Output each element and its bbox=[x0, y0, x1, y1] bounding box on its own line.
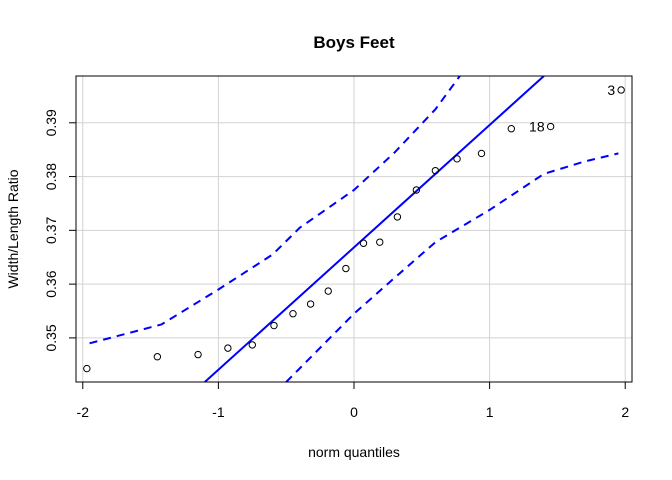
x-tick-label: -2 bbox=[77, 404, 90, 420]
data-point bbox=[342, 264, 350, 273]
x-axis-label: norm quantiles bbox=[308, 444, 400, 460]
x-tick-label: -1 bbox=[212, 404, 225, 420]
y-tick-label: 0.37 bbox=[43, 217, 59, 244]
data-point bbox=[248, 341, 256, 349]
upper-confidence-envelope bbox=[89, 76, 461, 345]
data-point bbox=[546, 122, 555, 131]
data-point bbox=[306, 300, 315, 308]
data-point bbox=[393, 213, 402, 221]
data-point bbox=[617, 86, 625, 94]
y-tick-label: 0.36 bbox=[43, 270, 59, 297]
data-point bbox=[507, 125, 516, 133]
data-point bbox=[359, 239, 368, 247]
chart-title: Boys Feet bbox=[313, 33, 395, 52]
data-point bbox=[324, 287, 332, 295]
reference-line bbox=[204, 76, 545, 382]
lower-confidence-envelope bbox=[285, 152, 619, 382]
data-point bbox=[153, 353, 162, 361]
x-axis: -2 -1 0 1 2 bbox=[77, 381, 629, 420]
data-points bbox=[83, 86, 625, 373]
point-label: 18 bbox=[529, 119, 545, 135]
data-point bbox=[289, 310, 297, 318]
data-point bbox=[431, 166, 440, 175]
y-tick-label: 0.35 bbox=[43, 324, 59, 351]
x-tick-label: 1 bbox=[486, 404, 494, 420]
point-label: 3 bbox=[607, 82, 615, 98]
data-point bbox=[412, 186, 421, 194]
y-tick-label: 0.38 bbox=[43, 163, 59, 190]
y-axis-label: Width/Length Ratio bbox=[5, 169, 21, 288]
x-tick-label: 2 bbox=[621, 404, 629, 420]
x-tick-label: 0 bbox=[350, 404, 358, 420]
y-tick-label: 0.39 bbox=[43, 109, 59, 136]
y-axis: 0.35 0.36 0.37 0.38 0.39 bbox=[43, 109, 77, 352]
data-point bbox=[270, 321, 278, 330]
data-point bbox=[453, 155, 461, 163]
grid-lines bbox=[76, 76, 632, 382]
point-labels: 3 18 bbox=[529, 82, 615, 135]
data-point bbox=[376, 238, 384, 246]
data-point bbox=[477, 149, 486, 158]
data-point bbox=[194, 350, 202, 359]
data-point bbox=[83, 364, 91, 373]
data-point bbox=[224, 344, 232, 352]
